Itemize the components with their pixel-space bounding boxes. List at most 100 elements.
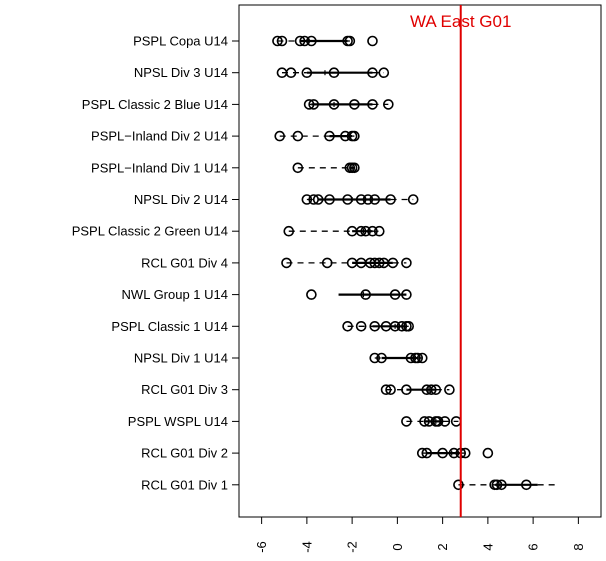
data-point bbox=[349, 99, 360, 110]
data-point bbox=[299, 35, 310, 47]
data-point bbox=[387, 257, 399, 269]
category-label: RCL G01 Div 2 bbox=[141, 446, 228, 461]
data-point bbox=[376, 352, 387, 364]
category-label: PSPL−Inland Div 1 U14 bbox=[91, 160, 228, 175]
data-point bbox=[294, 35, 306, 47]
data-point bbox=[369, 320, 381, 332]
data-point bbox=[312, 194, 324, 205]
data-point bbox=[283, 225, 295, 237]
x-tick-label: -2 bbox=[345, 541, 360, 553]
data-point bbox=[444, 384, 455, 396]
data-point bbox=[367, 225, 378, 237]
category-label: PSPL Classic 2 Blue U14 bbox=[82, 97, 228, 112]
x-axis: -6 -4 -2 0 2 4 6 8 bbox=[254, 517, 586, 553]
data-point bbox=[389, 320, 401, 332]
x-tick-label: -6 bbox=[254, 541, 269, 553]
data-point bbox=[403, 320, 414, 332]
category-label: PSPL WSPL U14 bbox=[128, 414, 228, 429]
data-point bbox=[396, 320, 408, 332]
reference-line-label: WA East G01 bbox=[410, 12, 511, 31]
data-point bbox=[437, 447, 448, 459]
category-label: NPSL Div 3 U14 bbox=[134, 65, 228, 80]
data-point bbox=[308, 99, 319, 110]
category-label: PSPL Classic 2 Green U14 bbox=[72, 224, 228, 239]
data-point bbox=[367, 35, 378, 47]
category-label: RCL G01 Div 3 bbox=[141, 382, 228, 397]
data-point bbox=[303, 99, 315, 110]
data-point bbox=[369, 194, 381, 205]
data-point bbox=[355, 194, 367, 205]
x-tick-label: 6 bbox=[526, 543, 541, 550]
category-label: NPSL Div 1 U14 bbox=[134, 351, 228, 366]
data-point bbox=[349, 162, 360, 174]
data-point bbox=[405, 352, 417, 364]
data-point bbox=[328, 67, 340, 78]
data-point bbox=[373, 225, 385, 237]
category-label: RCL G01 Div 1 bbox=[141, 477, 228, 492]
data-point bbox=[342, 194, 353, 205]
x-tick-label: 4 bbox=[480, 543, 495, 550]
data-point bbox=[432, 416, 444, 427]
category-label: NWL Group 1 U14 bbox=[122, 287, 228, 302]
category-labels: PSPL Copa U14 NPSL Div 3 U14 PSPL Classic … bbox=[72, 34, 239, 492]
data-point bbox=[383, 99, 394, 110]
data-point bbox=[306, 35, 317, 47]
data-point bbox=[292, 130, 304, 142]
data-point bbox=[306, 289, 317, 300]
data-point bbox=[448, 447, 460, 459]
data-point bbox=[389, 289, 401, 300]
data-point bbox=[321, 257, 333, 269]
data-point bbox=[349, 130, 360, 142]
x-tick-label: 2 bbox=[435, 543, 450, 550]
data-point bbox=[385, 384, 396, 396]
data-point bbox=[324, 194, 335, 205]
data-point bbox=[355, 320, 367, 332]
data-point bbox=[378, 67, 390, 78]
data-point bbox=[482, 447, 494, 459]
data-point bbox=[401, 257, 412, 269]
data-point bbox=[407, 194, 419, 205]
data-point bbox=[367, 99, 378, 110]
data-point bbox=[419, 416, 430, 427]
data-point bbox=[301, 67, 313, 78]
data-point bbox=[285, 67, 297, 78]
data-point bbox=[281, 257, 292, 269]
data-point bbox=[360, 289, 372, 300]
category-label: PSPL Copa U14 bbox=[133, 34, 228, 49]
data-point bbox=[496, 479, 507, 491]
data-point bbox=[421, 447, 433, 459]
data-point bbox=[328, 99, 340, 110]
category-label: NPSL Div 2 U14 bbox=[134, 192, 228, 207]
category-label: PSPL Classic 1 U14 bbox=[111, 319, 228, 334]
data-point bbox=[308, 194, 319, 205]
data-point bbox=[385, 194, 396, 205]
data-point bbox=[453, 479, 464, 491]
data-point bbox=[521, 479, 532, 491]
plot-area bbox=[272, 35, 559, 491]
data-point bbox=[274, 130, 286, 142]
data-point bbox=[401, 416, 412, 427]
category-label: PSPL−Inland Div 2 U14 bbox=[91, 129, 228, 144]
data-point bbox=[380, 384, 392, 396]
data-point bbox=[412, 352, 424, 364]
data-point bbox=[342, 320, 353, 332]
data-point bbox=[362, 194, 374, 205]
data-point bbox=[276, 35, 288, 47]
data-point bbox=[272, 35, 283, 47]
data-point bbox=[426, 384, 437, 396]
data-point bbox=[401, 384, 412, 396]
x-tick-label: -4 bbox=[299, 541, 314, 553]
data-point bbox=[344, 35, 356, 47]
x-tick-label: 0 bbox=[390, 543, 405, 550]
data-point bbox=[292, 162, 304, 174]
data-point bbox=[416, 447, 428, 459]
data-point bbox=[439, 416, 451, 427]
data-point bbox=[324, 130, 335, 142]
data-point bbox=[430, 384, 442, 396]
data-point bbox=[373, 257, 385, 269]
data-point bbox=[360, 225, 372, 237]
data-point bbox=[367, 67, 378, 78]
data-point bbox=[301, 194, 313, 205]
data-point bbox=[401, 289, 412, 300]
